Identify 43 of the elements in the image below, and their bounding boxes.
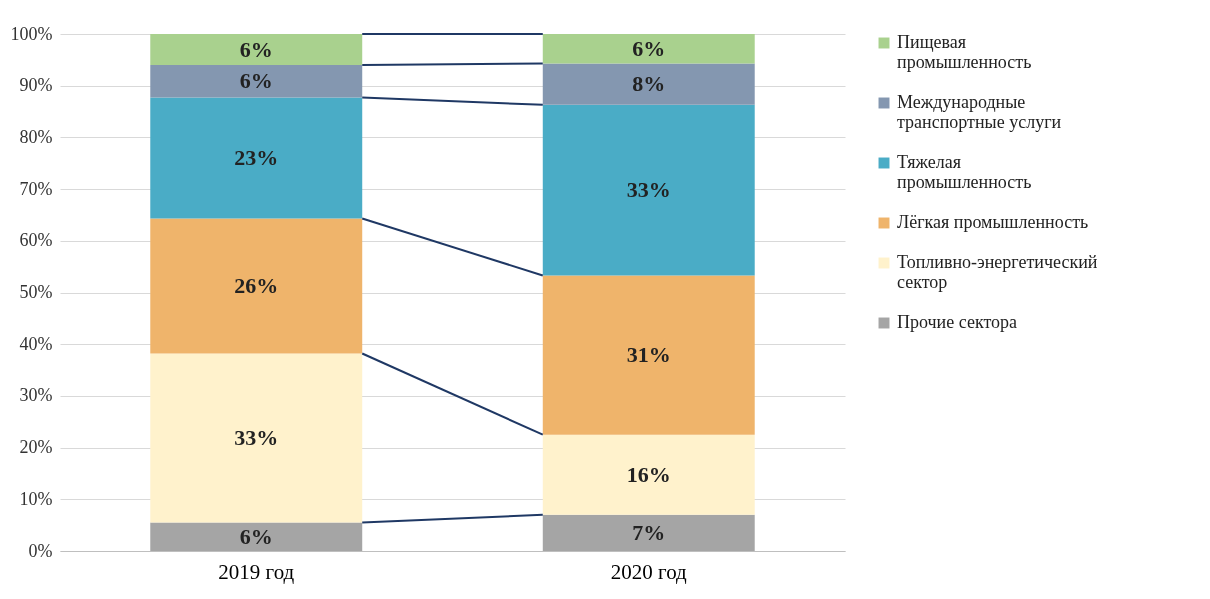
data-label: 8%: [632, 71, 666, 97]
legend-label: Топливно-энергетический сектор: [897, 252, 1098, 292]
data-label: 23%: [234, 145, 279, 171]
data-label: 6%: [239, 68, 273, 94]
data-label: 26%: [234, 273, 279, 299]
data-label: 7%: [632, 519, 666, 545]
x-tick-label: 2020 год: [610, 559, 688, 584]
y-tick-label: 10%: [19, 488, 53, 509]
y-tick-label: 30%: [19, 385, 53, 406]
y-tick-label: 60%: [19, 230, 53, 251]
bar: [542, 275, 755, 435]
legend-label: Пищевая промышленность: [897, 32, 1032, 72]
bar: [150, 218, 363, 354]
y-tick-label: 20%: [19, 437, 53, 458]
data-label: 33%: [234, 425, 279, 451]
bar: [150, 34, 363, 66]
bar: [150, 97, 363, 219]
data-label: 6%: [632, 35, 666, 61]
legend-label: Прочие сектора: [897, 312, 1018, 332]
bar: [150, 65, 363, 98]
data-label: 31%: [626, 342, 671, 368]
y-tick-label: 90%: [19, 75, 53, 96]
data-label: 33%: [626, 177, 671, 203]
y-tick-label: 70%: [19, 178, 53, 199]
x-tick-label: 2019 год: [218, 559, 295, 584]
legend-label: Лёгкая промышленность: [897, 212, 1089, 232]
bar: [542, 514, 755, 551]
bar: [542, 104, 755, 276]
bar: [542, 434, 755, 515]
legend-label: Международные транспортные услуги: [897, 92, 1062, 132]
y-tick-label: 100%: [10, 23, 53, 44]
y-tick-label: 50%: [19, 282, 53, 302]
legend-label: Тяжелая промышленность: [897, 152, 1032, 192]
bar: [542, 34, 755, 64]
data-label: 6%: [239, 36, 273, 62]
bar: [542, 63, 755, 105]
y-tick-label: 0%: [28, 540, 53, 561]
y-tick-label: 40%: [19, 333, 53, 354]
y-tick-label: 80%: [19, 126, 53, 147]
bar: [150, 522, 363, 551]
data-label: 6%: [239, 523, 273, 549]
data-label: 16%: [626, 461, 671, 487]
bar: [150, 353, 363, 523]
